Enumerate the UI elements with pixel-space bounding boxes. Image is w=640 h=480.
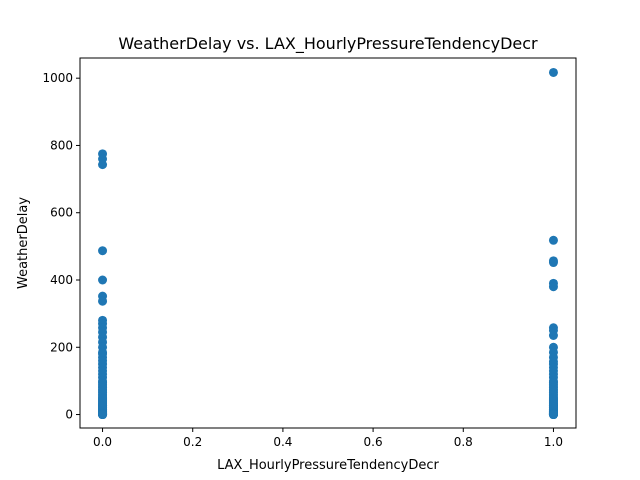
- x-tick-label: 0.4: [273, 435, 292, 449]
- y-axis-ticks: 0 200 400 600 800 1000: [42, 71, 80, 422]
- data-point: [548, 258, 558, 268]
- data-point: [98, 410, 108, 420]
- x-axis-ticks: 0.0 0.2 0.4 0.6 0.8 1.0: [93, 428, 563, 449]
- data-point: [548, 67, 558, 77]
- x-axis-label: LAX_HourlyPressureTendencyDecr: [217, 458, 439, 473]
- x-tick-label: 0.8: [454, 435, 473, 449]
- data-point: [98, 275, 108, 285]
- data-point: [548, 235, 558, 245]
- data-point: [548, 282, 558, 292]
- data-point: [98, 246, 108, 256]
- data-point: [98, 296, 108, 306]
- x-tick-label: 0.6: [364, 435, 383, 449]
- scatter-points: [98, 67, 558, 420]
- x-tick-label: 1.0: [544, 435, 563, 449]
- data-point: [98, 160, 108, 170]
- data-point: [548, 331, 558, 340]
- chart-title: WeatherDelay vs. LAX_HourlyPressureTende…: [118, 34, 538, 54]
- y-tick-label: 0: [65, 408, 73, 422]
- y-tick-label: 1000: [42, 71, 73, 85]
- y-tick-label: 800: [50, 138, 73, 152]
- x-tick-label: 0.0: [93, 435, 112, 449]
- data-point: [548, 410, 558, 420]
- y-tick-label: 600: [50, 206, 73, 220]
- x-tick-label: 0.2: [183, 435, 202, 449]
- plot-frame: [79, 57, 577, 429]
- y-tick-label: 400: [50, 273, 73, 287]
- y-tick-label: 200: [50, 340, 73, 354]
- y-axis-label: WeatherDelay: [16, 197, 31, 289]
